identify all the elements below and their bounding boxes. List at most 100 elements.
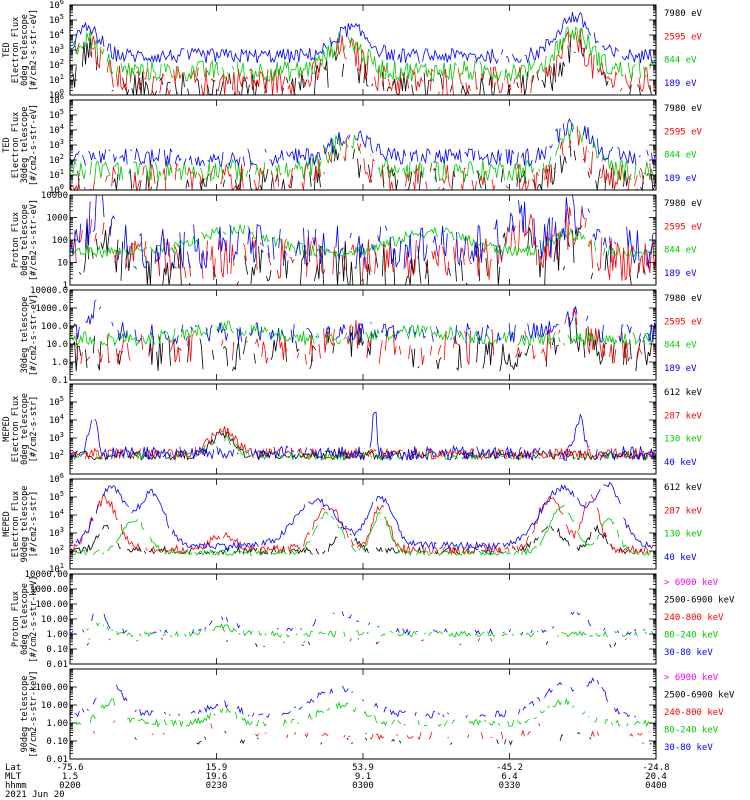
y-tick-label: 103 <box>49 526 64 539</box>
y-tick-label: 104 <box>49 28 64 41</box>
x-tick-label: -75.6 <box>56 763 83 773</box>
x-tick-label: 19.6 <box>206 772 228 782</box>
y-tick-label: 0.10 <box>46 645 68 655</box>
y-tick-label: 0.1 <box>52 376 68 386</box>
legend-entry: > 6900 keV <box>664 578 719 588</box>
legend-entry: 7980 eV <box>664 104 703 114</box>
y-tick-label: 10.00 <box>41 615 68 625</box>
y-tick-label: 103 <box>49 43 64 56</box>
legend-entry: 189 eV <box>664 174 697 184</box>
legend-entry: 844 eV <box>664 56 697 66</box>
y-tick-label: 101 <box>49 562 64 575</box>
legend-entry: 30-80 keV <box>664 648 713 658</box>
legend-entry: 130 keV <box>664 435 703 445</box>
x-tick-label: 0400 <box>645 781 667 791</box>
y-axis-label: Electron Flux <box>11 491 21 558</box>
y-tick-label: 102 <box>49 544 64 557</box>
series-line-1 <box>69 134 657 192</box>
y-tick-label: 105 <box>49 108 64 121</box>
y-tick-label: 102 <box>49 58 64 71</box>
x-tick-label: 1.5 <box>62 772 78 782</box>
series-line-4 <box>69 411 655 462</box>
y-tick-label: 103 <box>49 431 64 444</box>
y-axis-label: Proton Flux <box>11 591 21 647</box>
legend-entry: 189 eV <box>664 269 697 279</box>
y-tick-label: 106 <box>49 472 64 485</box>
y-tick-label: 105 <box>49 490 64 503</box>
y-axis-label: TED <box>2 137 12 152</box>
series-line-4 <box>74 622 657 638</box>
x-tick-label: 0200 <box>59 781 81 791</box>
legend-entry: 7980 eV <box>664 294 703 304</box>
y-tick-label: 106 <box>49 93 64 106</box>
y-tick-label: 1 <box>63 281 68 291</box>
y-tick-label: 100.0 <box>41 322 68 332</box>
y-axis-label: 0deg telescope <box>20 583 30 655</box>
legend-entry: 844 eV <box>664 151 697 161</box>
series-line-4 <box>69 697 657 728</box>
legend-entry: 30-80 keV <box>664 743 713 753</box>
legend-entry: 40 keV <box>664 458 697 468</box>
series-line-3 <box>69 224 657 259</box>
y-axis-label: TED <box>2 42 12 57</box>
y-tick-label: 1000.00 <box>30 585 68 595</box>
series-line-1 <box>71 34 657 97</box>
series-line-3 <box>70 321 656 346</box>
y-tick-label: 100 <box>49 183 64 196</box>
y-tick-label: 0.01 <box>46 660 68 670</box>
y-axis-label: 30deg telescope <box>20 297 30 374</box>
legend-entry: 2500-6900 keV <box>664 596 735 606</box>
x-tick-label: -24.8 <box>642 763 669 773</box>
y-tick-label: 1.0 <box>52 358 68 368</box>
y-axis-label: [#/cm2-s-str-eV] <box>29 199 39 281</box>
panel-7: 0.01 0.10 1.00 10.00 100.00 1000.00 10000.00 Pr… <box>11 570 735 670</box>
y-tick-label: 0.10 <box>46 737 68 747</box>
x-tick-label: 15.9 <box>206 763 228 773</box>
x-tick-label: 9.1 <box>355 772 371 782</box>
legend-entry: 844 eV <box>664 246 697 256</box>
x-tick-label: 0230 <box>206 781 228 791</box>
legend-entry: 7980 eV <box>664 9 703 19</box>
y-tick-label: 10.0 <box>46 340 68 350</box>
series-line-4 <box>70 195 656 269</box>
series-line-2 <box>69 206 657 282</box>
legend-entry: 130 keV <box>664 530 703 540</box>
y-axis-label: [#/cm2-s-str] <box>29 491 39 558</box>
legend-entry: > 6900 keV <box>664 673 719 683</box>
y-tick-label: 101 <box>49 73 64 86</box>
x-axis-row-label: hhmm <box>5 781 27 791</box>
series-line-5 <box>69 677 655 719</box>
plot-frame <box>69 668 657 760</box>
x-axis-row-label: Lat <box>5 763 21 773</box>
series-line-4 <box>72 299 657 345</box>
x-axis-row-label: MLT <box>5 772 22 782</box>
legend-entry: 844 eV <box>664 341 697 351</box>
y-axis-label: [#/cm2-s-str] <box>29 396 39 463</box>
y-axis-label: [#/cm2-s-str-keV] <box>29 576 39 663</box>
series-line-3 <box>72 26 657 83</box>
y-tick-label: 102 <box>49 449 64 462</box>
y-tick-label: 10000 <box>41 191 68 201</box>
legend-entry: 2500-6900 keV <box>664 691 735 701</box>
x-tick-label: 53.9 <box>352 763 374 773</box>
y-axis-label: Electron Flux <box>11 396 21 463</box>
x-tick-label: 0330 <box>499 781 521 791</box>
legend-entry: 287 keV <box>664 411 703 421</box>
legend-entry: 612 keV <box>664 388 703 398</box>
y-tick-label: 104 <box>49 123 64 136</box>
legend-entry: 612 keV <box>664 483 703 493</box>
y-tick-label: 10.00 <box>41 701 68 711</box>
y-tick-label: 100.00 <box>35 600 68 610</box>
y-axis-label: MEPED <box>2 416 12 442</box>
y-axis-label: Electron Flux <box>11 17 21 84</box>
legend-entry: 2595 eV <box>664 32 703 42</box>
y-axis-label: 90deg telescope <box>20 676 30 753</box>
y-axis-label: Proton Flux <box>11 212 21 268</box>
legend-entry: 2595 eV <box>664 222 703 232</box>
x-tick-label: -45.2 <box>496 763 523 773</box>
y-tick-label: 1.00 <box>46 630 68 640</box>
plot-frame <box>69 573 657 665</box>
